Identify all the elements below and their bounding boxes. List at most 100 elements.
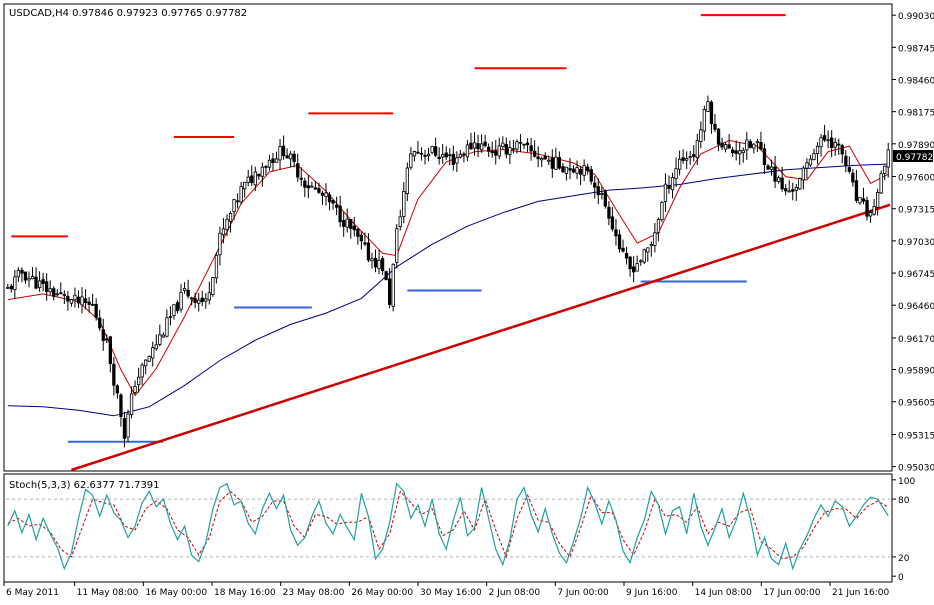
candle-body [59,292,63,295]
candle [395,224,399,269]
candle-body [663,183,668,202]
candle-body [646,247,650,253]
candle [448,148,452,166]
candle-body [575,167,579,174]
candle [267,154,272,171]
candle-body [720,142,724,148]
price-tick-label: 0.98175 [898,109,934,119]
candle [94,298,98,321]
candle [826,130,830,149]
price-tick-label: 0.95890 [898,367,934,377]
candle [755,138,760,152]
candle-body [214,254,219,279]
candle-body [317,188,321,193]
candle [847,156,851,174]
candle-body [345,218,349,228]
price-tick-label: 0.97030 [898,238,934,248]
candle-body [207,292,212,301]
candle-body [812,153,816,161]
candle-body [126,413,130,438]
time-tick-label: 16 May 00:00 [145,588,207,598]
candle-body [830,137,834,149]
candle [840,143,844,164]
candle-body [596,186,600,196]
candle-body [794,187,798,191]
candle [38,271,42,292]
candle-body [752,143,756,149]
candle [55,289,59,297]
candle [288,150,293,168]
candle-body [412,150,417,157]
candle [646,247,650,262]
candle [105,334,109,343]
price-tick-label: 0.97315 [898,206,934,216]
candle [147,355,151,363]
candle-body [674,168,678,179]
candle [451,145,456,171]
candle-body [133,385,137,393]
candle [285,148,289,159]
time-tick-label: 11 May 08:00 [77,588,139,598]
candle-body [571,168,576,173]
candle-body [313,187,318,190]
candle [437,147,441,165]
candle-body [610,216,615,230]
candle [441,143,445,164]
candle-body [377,259,381,269]
candle-body [819,137,823,148]
candle [186,279,190,299]
time-tick-label: 7 Jun 00:00 [557,588,609,598]
candle-body [628,256,632,270]
candle-body [391,263,395,307]
candle [444,146,448,161]
candle-body [384,271,388,281]
candle-body [370,258,374,262]
candle-body [738,150,742,155]
candle [342,211,346,237]
candle-body [833,142,837,148]
candle-body [122,417,127,439]
candle-body [766,165,770,170]
candle [624,246,629,265]
candle [6,284,10,289]
time-tick-label: 17 Jun 00:00 [763,588,820,598]
candle [822,124,827,142]
candle [98,309,102,331]
candle [356,228,360,245]
stochastic-lines [6,482,890,571]
candle [154,334,158,351]
price-tick-label: 0.98745 [898,44,934,54]
candle [518,134,523,153]
candle-body [143,359,148,367]
slow-moving-average-line [7,163,889,417]
candle [621,239,625,253]
candle-body [235,200,240,203]
candle [579,165,583,186]
candle [876,188,880,216]
candle-body [45,281,49,292]
candle [515,139,519,154]
candle-body [861,198,866,202]
candle-body [840,145,844,155]
time-tick-label: 30 May 16:00 [420,588,482,598]
candle-body [469,142,473,150]
candle-body [543,155,547,160]
candle-body [702,109,706,132]
candle [727,134,731,149]
candle [69,298,74,307]
candle-body [73,294,77,301]
time-tick-label: 26 May 00:00 [351,588,413,598]
candle-body [536,156,540,160]
candle-body [356,228,360,237]
candle-body [667,185,671,190]
candle-body [582,165,586,176]
support-resistance-levels [11,14,786,443]
price-tick-label: 0.96460 [898,302,934,312]
candle-body [455,157,459,164]
candle [504,137,509,159]
candle [547,155,551,166]
candle-body [494,150,498,156]
candle [281,135,286,160]
candle-body [225,218,229,230]
